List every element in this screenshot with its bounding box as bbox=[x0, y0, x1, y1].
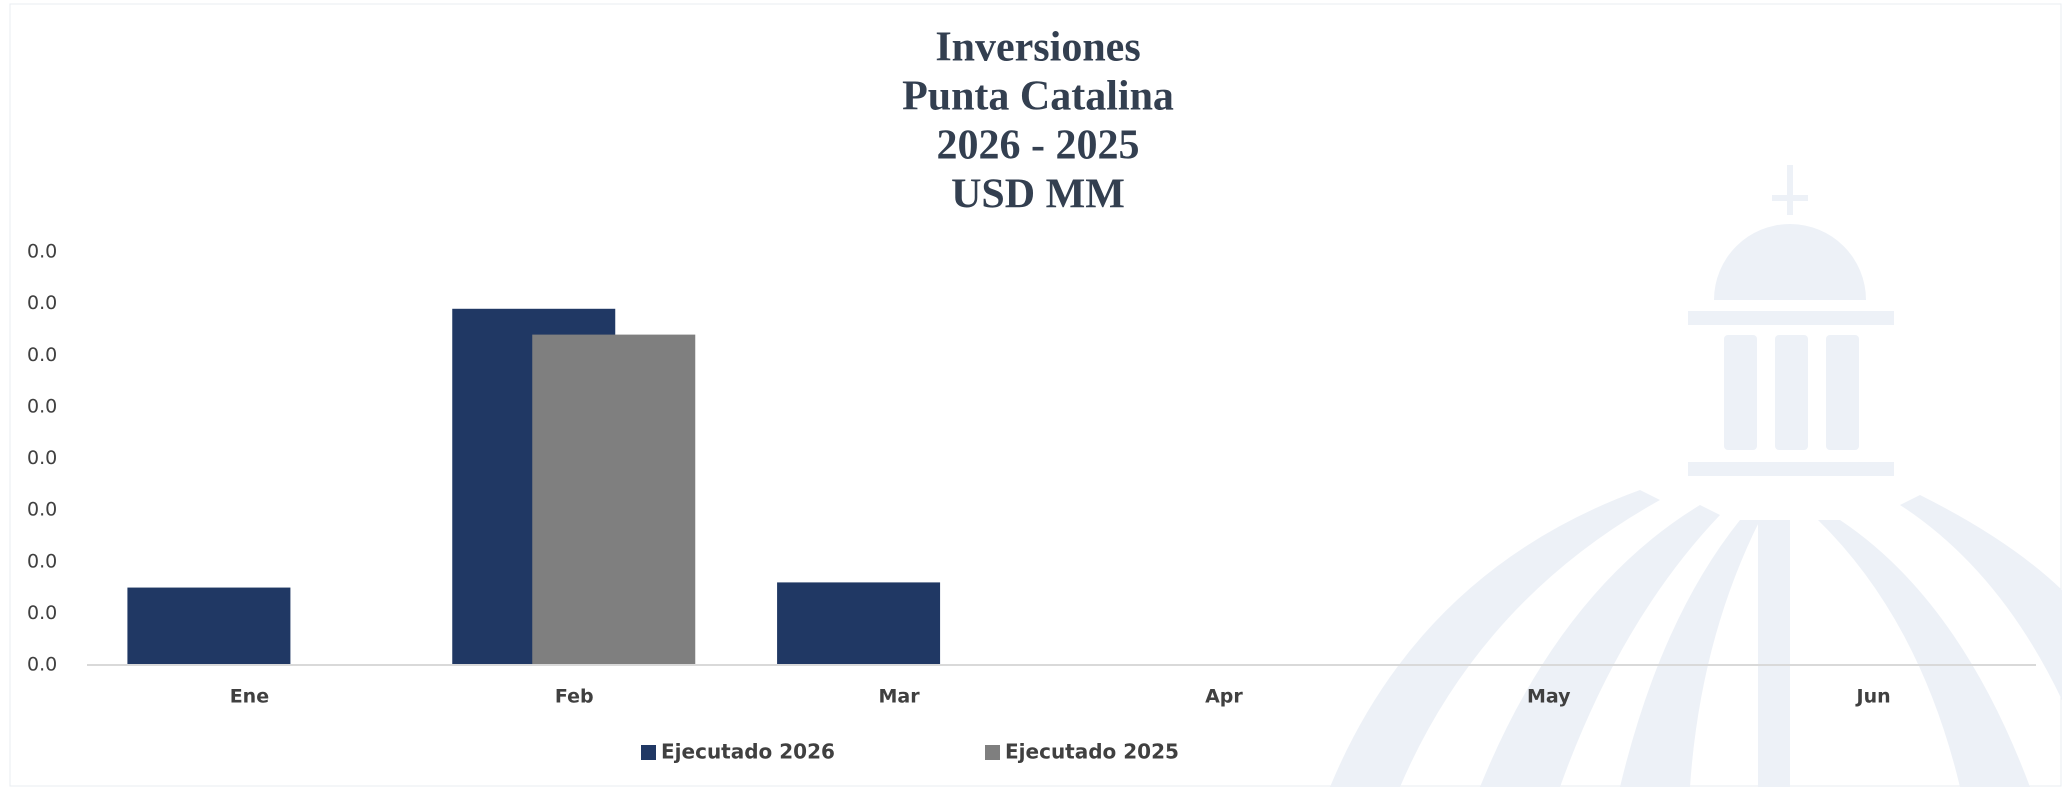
title-line: 2026 - 2025 bbox=[937, 123, 1140, 169]
y-tick-label: 0.0 bbox=[27, 447, 57, 469]
bar bbox=[127, 587, 291, 665]
y-tick-label: 0.0 bbox=[27, 550, 57, 572]
title-line: Punta Catalina bbox=[902, 74, 1174, 120]
title-line: Inversiones bbox=[935, 25, 1140, 71]
x-tick-label: Apr bbox=[1205, 686, 1243, 708]
x-tick-label: Feb bbox=[555, 686, 594, 708]
bar bbox=[532, 334, 696, 665]
legend: Ejecutado 2026 Ejecutado 2025 bbox=[641, 740, 1179, 764]
y-tick-label: 0.0 bbox=[27, 241, 57, 263]
legend-swatch bbox=[641, 745, 656, 760]
plot-area: 0.0 0.0 0.0 0.0 0.0 0.0 0.0 0.0 0.0 Ene Feb Mar Apr M… bbox=[27, 241, 2036, 708]
y-tick-label: 0.0 bbox=[27, 499, 57, 521]
x-tick-label: May bbox=[1527, 686, 1571, 708]
y-tick-label: 0.0 bbox=[27, 292, 57, 314]
x-tick-label: Jun bbox=[1855, 686, 1891, 708]
y-tick-label: 0.0 bbox=[27, 602, 57, 624]
y-tick-label: 0.0 bbox=[27, 344, 57, 366]
y-tick-label: 0.0 bbox=[27, 395, 57, 417]
bar bbox=[777, 582, 941, 665]
title-line: USD MM bbox=[951, 172, 1125, 218]
legend-label: Ejecutado 2025 bbox=[1005, 740, 1179, 764]
chart-frame bbox=[9, 3, 2062, 787]
legend-swatch bbox=[985, 745, 1000, 760]
watermark bbox=[1330, 165, 2062, 787]
legend-label: Ejecutado 2026 bbox=[661, 740, 835, 764]
y-tick-label: 0.0 bbox=[27, 654, 57, 676]
x-tick-label: Ene bbox=[230, 686, 269, 708]
x-tick-label: Mar bbox=[879, 686, 921, 708]
